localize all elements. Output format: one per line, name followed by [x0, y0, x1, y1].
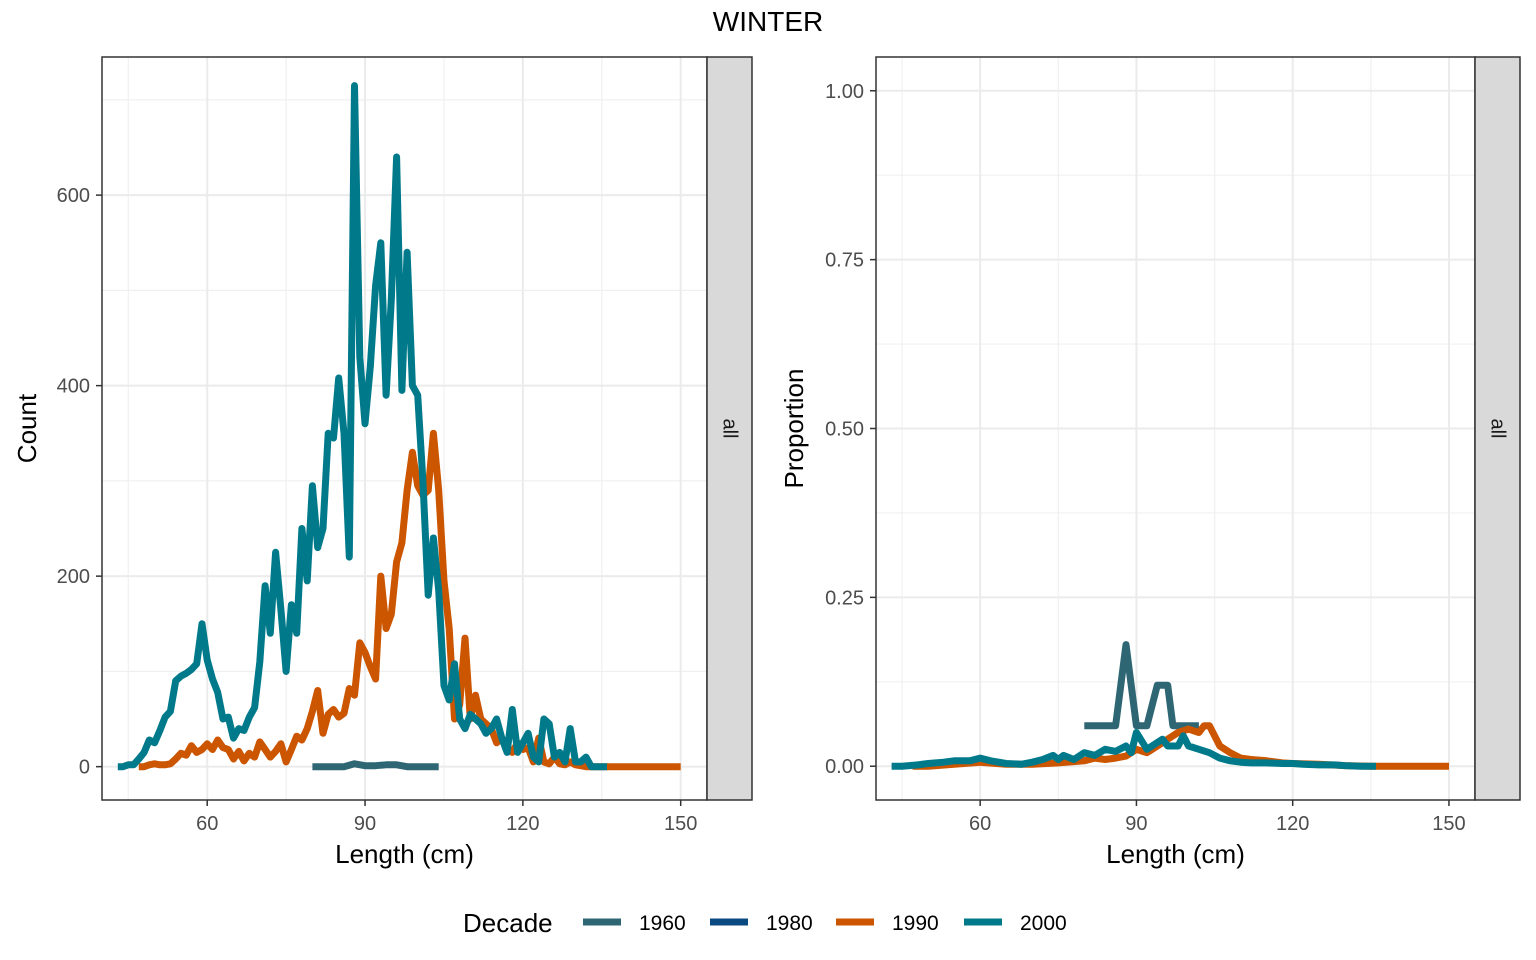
- x-tick-label: 120: [1276, 813, 1309, 835]
- legend-label-1960: 1960: [639, 912, 686, 935]
- x-tick-label: 60: [969, 813, 991, 835]
- legend-label-1980: 1980: [766, 912, 813, 935]
- y-tick-label: 200: [57, 566, 90, 588]
- chart-title: WINTER: [713, 6, 823, 37]
- y-axis-title: Count: [12, 393, 42, 463]
- x-tick-label: 60: [196, 813, 218, 835]
- y-tick-label: 1.00: [825, 81, 864, 103]
- y-tick-label: 0: [79, 757, 90, 779]
- plot-background: [102, 57, 707, 800]
- right-panel: all 60 90 120 150 0.00 0.25 0.50 0.75 1.00 Length …: [779, 56, 1521, 869]
- series-line-1960: [312, 760, 439, 771]
- y-tick-label: 0.25: [825, 587, 864, 609]
- facet-strip: [706, 56, 753, 801]
- y-tick-label: 0.75: [825, 250, 864, 272]
- y-axis-title: Proportion: [779, 369, 809, 489]
- series-line-1990: [138, 429, 681, 771]
- y-tick-label: 400: [57, 376, 90, 398]
- x-tick-label: 90: [1125, 813, 1147, 835]
- x-axis-title: Length (cm): [1106, 839, 1245, 869]
- y-tick-label: 0.50: [825, 419, 864, 441]
- facet-strip-label: all: [1487, 418, 1509, 438]
- left-panel: all 60 90 120 150 0 200 400 600 Length (cm) Count: [12, 56, 753, 869]
- legend-label-2000: 2000: [1020, 912, 1067, 935]
- facet-strip: [1474, 56, 1521, 801]
- legend: Decade 1960 1980 1990 2000: [463, 908, 1067, 938]
- x-tick-label: 120: [506, 813, 539, 835]
- x-tick-label: 90: [354, 813, 376, 835]
- y-tick-label: 600: [57, 185, 90, 207]
- facet-strip-label: all: [719, 418, 741, 438]
- x-tick-label: 150: [664, 813, 697, 835]
- series-line-2000: [891, 729, 1376, 770]
- series-line-1960: [1084, 641, 1199, 730]
- x-tick-label: 150: [1432, 813, 1465, 835]
- legend-title: Decade: [463, 908, 553, 938]
- x-axis-title: Length (cm): [335, 839, 474, 869]
- y-tick-label: 0.00: [825, 756, 864, 778]
- series-line-2000: [117, 82, 607, 771]
- legend-label-1990: 1990: [892, 912, 939, 935]
